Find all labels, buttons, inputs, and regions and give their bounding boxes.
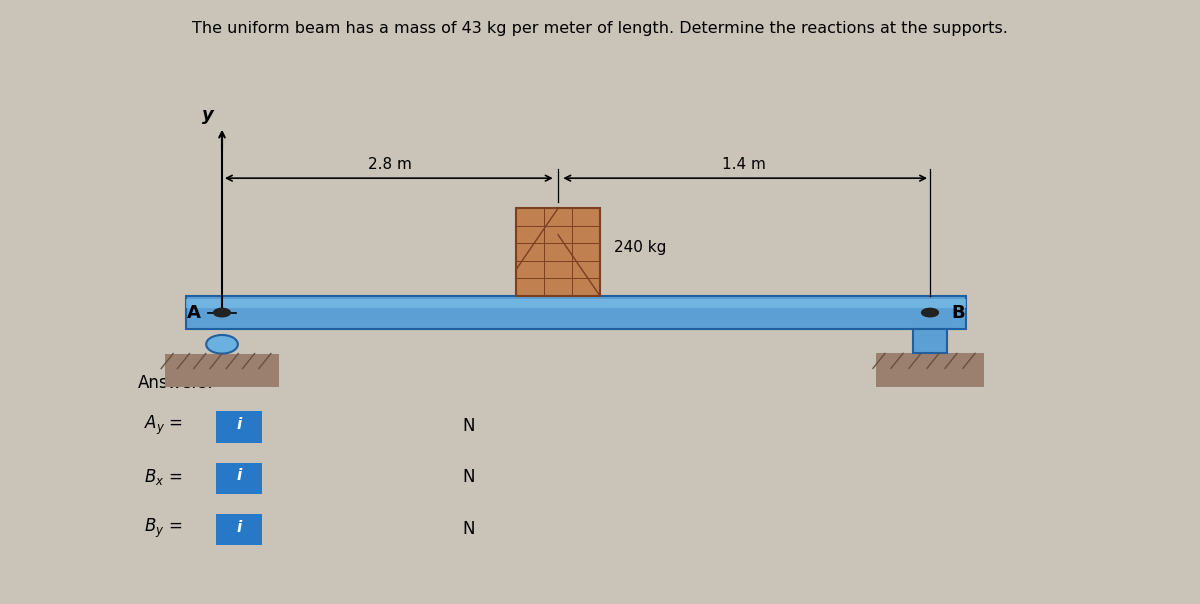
Bar — [216, 514, 262, 545]
Text: i: i — [236, 417, 241, 432]
Text: Answers:: Answers: — [138, 374, 214, 393]
Bar — [186, 299, 966, 307]
Bar — [216, 463, 262, 494]
Text: $B_x$ =: $B_x$ = — [144, 467, 182, 487]
Text: N: N — [462, 519, 474, 538]
Circle shape — [214, 308, 230, 316]
Bar — [876, 353, 984, 387]
Text: $A_y$ =: $A_y$ = — [144, 414, 184, 437]
Ellipse shape — [206, 335, 238, 353]
Text: $B_y$ =: $B_y$ = — [144, 517, 182, 540]
Bar — [516, 208, 600, 296]
Text: N: N — [462, 417, 474, 435]
Text: The uniform beam has a mass of 43 kg per meter of length. Determine the reaction: The uniform beam has a mass of 43 kg per… — [192, 21, 1008, 36]
Text: i: i — [236, 469, 241, 483]
Text: N: N — [462, 468, 474, 486]
Text: B: B — [952, 304, 965, 321]
Text: 240 kg: 240 kg — [614, 240, 667, 255]
Text: y: y — [202, 106, 214, 124]
Text: i: i — [236, 520, 241, 535]
Bar — [186, 296, 966, 329]
Bar — [913, 329, 947, 353]
Bar — [216, 411, 262, 443]
Bar — [166, 353, 278, 387]
Text: A: A — [186, 304, 200, 321]
Text: 2.8 m: 2.8 m — [368, 157, 412, 172]
Text: 1.4 m: 1.4 m — [722, 157, 766, 172]
Circle shape — [922, 308, 938, 316]
